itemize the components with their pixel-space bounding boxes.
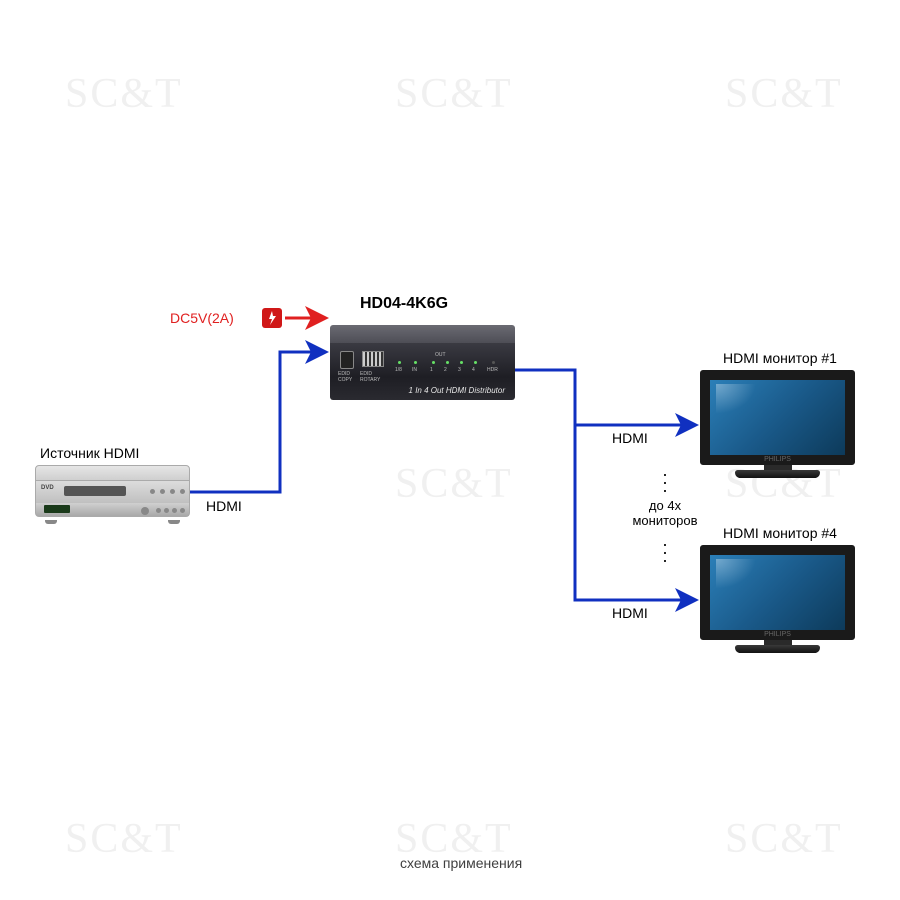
source-label: Источник HDMI xyxy=(40,445,180,461)
hdmi-label-src: HDMI xyxy=(206,498,242,514)
ellipsis-top: ··· xyxy=(660,470,670,494)
distributor-front-text: 1 In 4 Out HDMI Distributor xyxy=(409,386,505,395)
watermark: SC&T xyxy=(65,70,183,118)
watermark: SC&T xyxy=(65,815,183,863)
power-label: DC5V(2A) xyxy=(170,310,234,326)
hdmi-label-m4: HDMI xyxy=(612,605,648,621)
monitor-1: PHILIPS xyxy=(700,370,855,478)
watermark: SC&T xyxy=(395,70,513,118)
monitor1-label: HDMI монитор #1 xyxy=(700,350,860,366)
hdmi-distributor: EDID COPY EDID ROTARY OUT 1/8 IN 1 2 3 4… xyxy=(330,325,515,400)
device-title: HD04-4K6G xyxy=(360,295,448,313)
ellipsis-bottom: ··· xyxy=(660,540,670,564)
watermark: SC&T xyxy=(725,70,843,118)
up-to-label: до 4х мониторов xyxy=(605,498,725,528)
watermark: SC&T xyxy=(395,460,513,508)
edge-src_to_dist xyxy=(190,352,325,492)
hdmi-label-m1: HDMI xyxy=(612,430,648,446)
caption: схема применения xyxy=(400,855,522,871)
hdmi-source-device: DVD xyxy=(35,465,190,520)
edge-dist_to_m1 xyxy=(515,370,695,425)
monitor-4: PHILIPS xyxy=(700,545,855,653)
watermark: SC&T xyxy=(725,815,843,863)
power-icon xyxy=(262,308,282,328)
